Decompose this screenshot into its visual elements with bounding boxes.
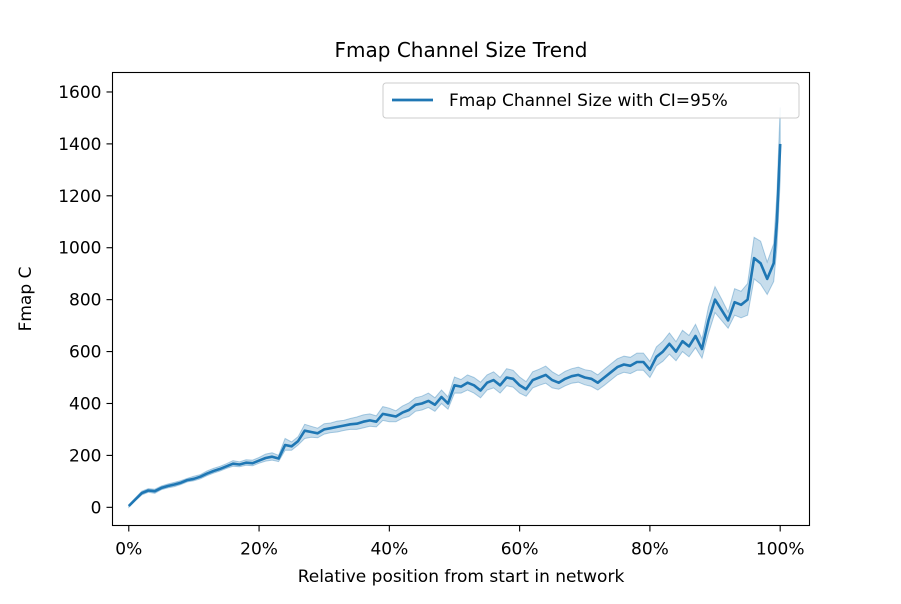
x-tick-label: 80% (631, 540, 669, 560)
y-tick-label: 600 (69, 343, 101, 363)
confidence-band (128, 107, 781, 509)
y-tick-label: 1400 (58, 135, 101, 155)
y-tick-label: 0 (91, 498, 102, 518)
y-tick-label: 400 (69, 394, 101, 414)
legend: Fmap Channel Size with CI=95% (382, 82, 800, 119)
y-axis-ticks: 0 200 400 600 800 1000 1200 1400 1600 (58, 83, 113, 518)
x-tick-label: 20% (240, 540, 278, 560)
y-tick-label: 200 (69, 446, 101, 466)
y-tick-label: 1000 (58, 239, 101, 259)
x-tick-label: 40% (370, 540, 408, 560)
x-tick-label: 100% (756, 540, 805, 560)
legend-box (382, 82, 800, 119)
x-axis-label: Relative position from start in network (298, 567, 625, 587)
x-tick-label: 60% (501, 540, 539, 560)
axes-frame (111, 71, 811, 527)
confidence-band-layer (128, 107, 781, 509)
y-tick-label: 800 (69, 291, 101, 311)
y-tick-label: 1200 (58, 187, 101, 207)
chart-title: Fmap Channel Size Trend (335, 38, 588, 62)
y-tick-label: 1600 (58, 83, 101, 103)
x-axis-ticks: 0% 20% 40% 60% 80% 100% (115, 525, 805, 560)
legend-label: Fmap Channel Size with CI=95% (449, 91, 728, 111)
y-axis-label: Fmap C (16, 267, 36, 332)
series-line (127, 143, 782, 507)
x-tick-label: 0% (115, 540, 142, 560)
series-line-layer (127, 143, 782, 507)
